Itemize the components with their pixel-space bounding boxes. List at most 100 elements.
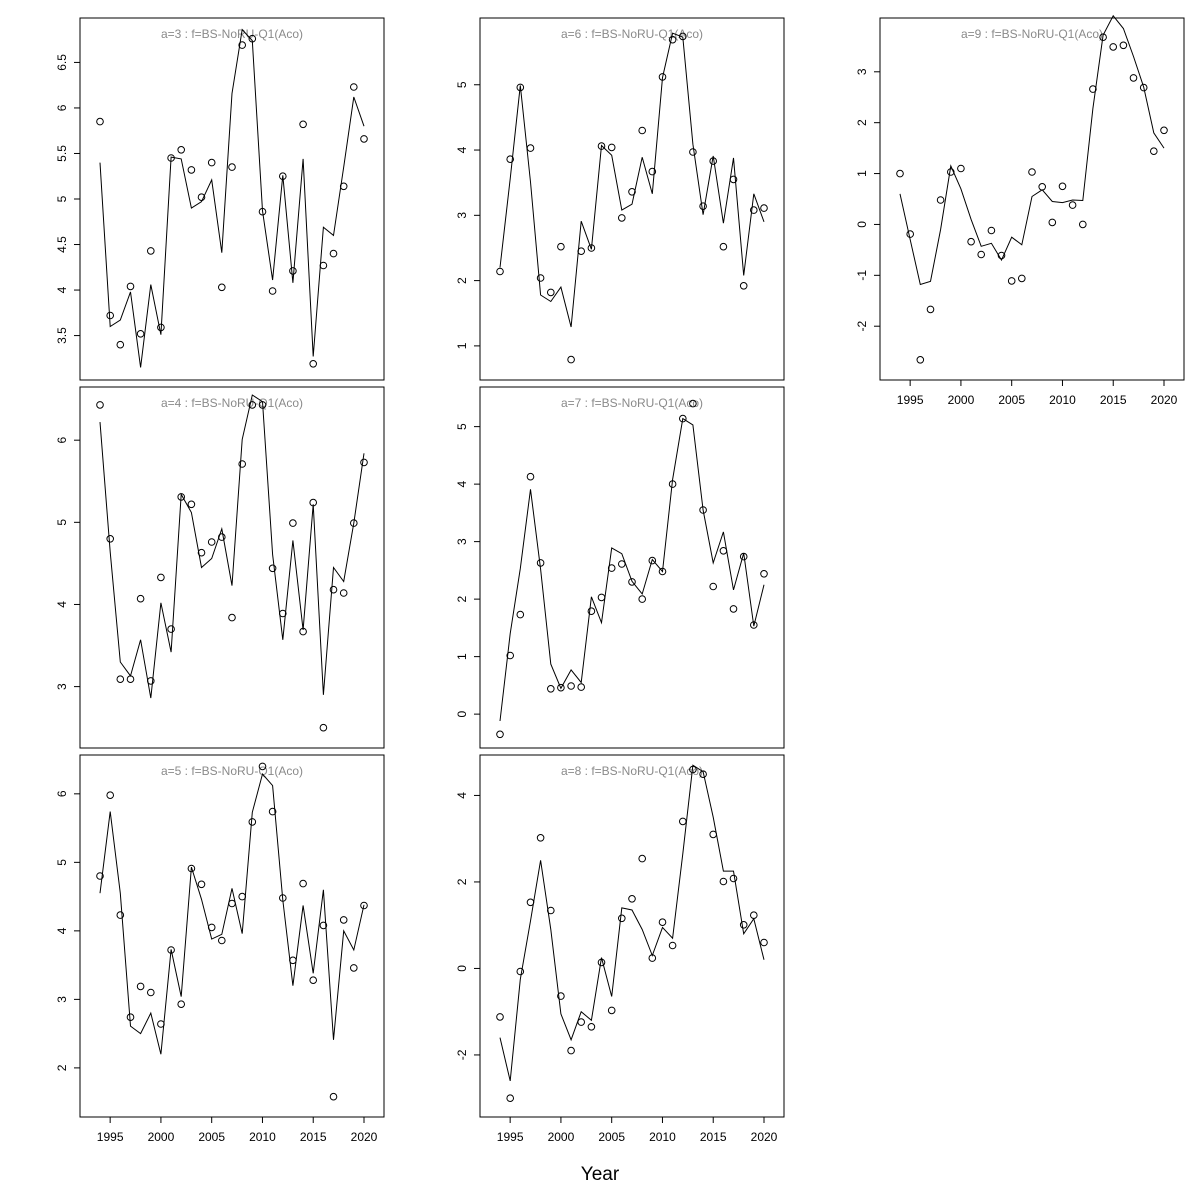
- observed-point: [557, 683, 565, 692]
- panels: a=3 : f=BS-NoRU-Q1(Aco)3.544.555.566.5a=…: [55, 14, 1185, 1144]
- observed-point: [147, 988, 155, 997]
- observed-point: [658, 918, 667, 927]
- y-tick-label: 6.5: [55, 54, 69, 71]
- observed-point: [967, 237, 975, 246]
- panel-2: a=4 : f=BS-NoRU-Q1(Aco) 3 4 5 6: [55, 386, 385, 749]
- observed-point: [319, 261, 328, 270]
- observed-point: [238, 892, 246, 901]
- observed-point: [1079, 220, 1087, 229]
- panel-7: a=9 : f=BS-NoRU-Q1(Aco) -2 -1 0 1 2 3 1995 2000 2…: [855, 14, 1185, 407]
- observed-point: [526, 472, 535, 481]
- observed-point: [1028, 168, 1036, 176]
- observed-point: [116, 340, 125, 349]
- observed-point: [136, 330, 145, 338]
- observed-point: [177, 1000, 185, 1009]
- fitted-line: [499, 32, 765, 328]
- observed-point: [258, 207, 267, 216]
- observed-point: [699, 506, 707, 514]
- y-tick-label: 1: [455, 342, 469, 349]
- observed-point: [268, 564, 277, 573]
- observed-point: [760, 204, 768, 212]
- observed-point: [739, 921, 748, 929]
- observed-point: [638, 595, 647, 603]
- observed-point: [719, 547, 728, 555]
- x-axis-label: Year: [581, 1164, 620, 1185]
- observed-point: [197, 193, 206, 201]
- y-tick-label: 6: [55, 104, 69, 111]
- observed-point: [536, 274, 545, 282]
- observed-point: [360, 901, 368, 910]
- observed-point: [279, 894, 287, 902]
- panel-4: a=6 : f=BS-NoRU-Q1(Aco) 1 2 3 4 5: [455, 17, 785, 381]
- observed-point: [597, 593, 606, 602]
- x-tick-label: 2020: [1151, 393, 1178, 407]
- y-tick-label: 3: [455, 538, 469, 545]
- observed-point: [658, 567, 667, 576]
- y-tick-label: 2: [455, 878, 469, 885]
- y-tick-label: 3: [55, 996, 69, 1003]
- observed-point: [679, 414, 687, 423]
- observed-point: [648, 167, 657, 176]
- observed-point: [339, 589, 348, 597]
- observed-point: [126, 282, 135, 291]
- panel-title: a=8 : f=BS-NoRU-Q1(Aco): [561, 764, 703, 778]
- observed-point: [228, 899, 236, 908]
- observed-point: [648, 556, 657, 565]
- fitted-line: [99, 394, 365, 699]
- observed-point: [668, 35, 677, 44]
- y-tick-label: 5.5: [55, 145, 69, 162]
- x-tick-label: 2005: [598, 1130, 625, 1144]
- panel-title: a=5 : f=BS-NoRU-Q1(Aco): [161, 764, 303, 778]
- observed-point: [309, 498, 318, 507]
- y-tick-label: 0: [455, 710, 469, 717]
- fitted-line: [499, 417, 765, 722]
- x-tick-label: 2010: [1049, 393, 1076, 407]
- observed-point: [329, 1092, 338, 1101]
- observed-point: [739, 282, 748, 290]
- observed-point: [289, 267, 297, 275]
- observed-point: [618, 914, 626, 923]
- x-tick-label: 1995: [497, 1130, 524, 1144]
- observed-point: [157, 573, 165, 582]
- observed-point: [350, 519, 358, 527]
- y-tick-label: 4: [55, 927, 69, 934]
- y-tick-label: -1: [855, 270, 869, 281]
- observed-point: [957, 164, 965, 173]
- observed-point: [126, 675, 135, 684]
- observed-point: [926, 305, 935, 314]
- y-tick-label: 2: [455, 595, 469, 602]
- observed-point: [577, 247, 586, 255]
- observed-point: [618, 560, 626, 568]
- observed-point: [496, 1013, 504, 1021]
- observed-point: [557, 242, 565, 251]
- observed-point: [628, 578, 636, 586]
- observed-point: [577, 683, 586, 691]
- observed-point: [679, 817, 687, 826]
- observed-point: [116, 911, 125, 919]
- observed-point: [360, 458, 368, 467]
- observed-point: [350, 83, 358, 91]
- observed-point: [1058, 182, 1067, 191]
- observed-point: [496, 730, 504, 739]
- observed-point: [177, 146, 185, 154]
- y-tick-label: 3: [455, 212, 469, 219]
- panel-frame: [479, 754, 785, 1118]
- observed-point: [177, 493, 185, 501]
- observed-point: [916, 356, 925, 364]
- panel-title: a=7 : f=BS-NoRU-Q1(Aco): [561, 396, 703, 410]
- y-tick-label: 4: [455, 480, 469, 487]
- y-tick-label: 2: [55, 1064, 69, 1071]
- observed-point: [309, 976, 318, 985]
- observed-point: [618, 214, 626, 222]
- x-tick-label: 1995: [897, 393, 924, 407]
- panel-frame: [479, 386, 785, 749]
- observed-point: [299, 627, 307, 636]
- x-tick-label: 2015: [1100, 393, 1127, 407]
- y-tick-label: 1: [455, 653, 469, 660]
- y-tick-label: 2: [855, 119, 869, 126]
- panel-1: a=3 : f=BS-NoRU-Q1(Aco) 3.5 4 4.5 5 5.5 6 6.5: [55, 17, 385, 381]
- y-tick-label: 3.5: [55, 327, 69, 344]
- observed-point: [339, 182, 348, 191]
- observed-point: [547, 906, 555, 915]
- y-tick-label: 3: [55, 683, 69, 690]
